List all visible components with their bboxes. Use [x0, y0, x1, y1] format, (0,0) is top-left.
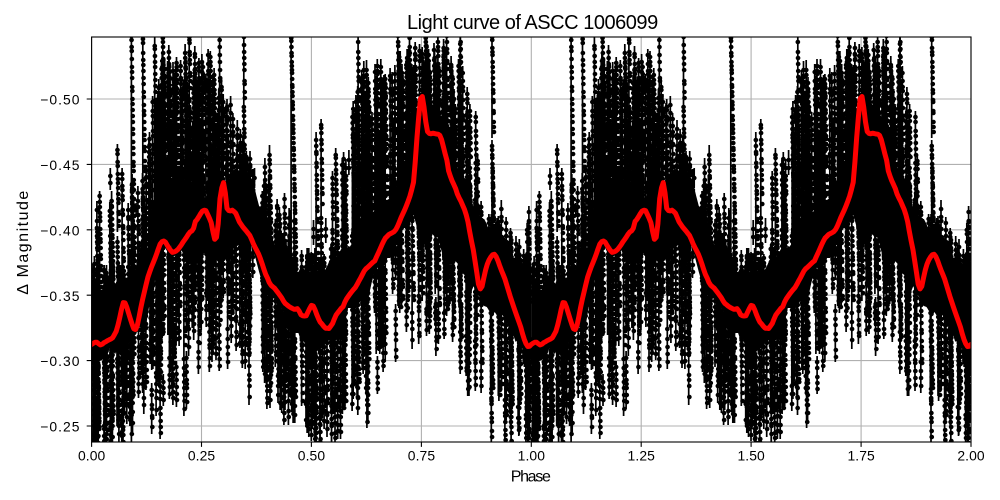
svg-text:Light curve of ASCC 1006099: Light curve of ASCC 1006099 — [407, 12, 658, 34]
svg-text:2.00: 2.00 — [957, 448, 985, 464]
svg-text:Phase: Phase — [511, 469, 551, 486]
svg-text:0.00: 0.00 — [78, 448, 106, 464]
svg-text:−0.50: −0.50 — [40, 92, 80, 108]
svg-text:−0.35: −0.35 — [40, 288, 80, 304]
svg-text:1.75: 1.75 — [847, 448, 875, 464]
svg-text:−0.30: −0.30 — [40, 353, 80, 369]
svg-text:1.25: 1.25 — [628, 448, 656, 464]
svg-text:0.75: 0.75 — [408, 448, 436, 464]
svg-text:1.00: 1.00 — [518, 448, 546, 464]
svg-text:0.25: 0.25 — [188, 448, 216, 464]
svg-text:−0.25: −0.25 — [40, 419, 80, 435]
svg-text:−0.40: −0.40 — [40, 222, 80, 238]
svg-text:0.50: 0.50 — [298, 448, 326, 464]
svg-text:Δ Magnitude: Δ Magnitude — [15, 191, 32, 295]
svg-text:−0.45: −0.45 — [40, 157, 80, 173]
svg-text:1.50: 1.50 — [737, 448, 765, 464]
